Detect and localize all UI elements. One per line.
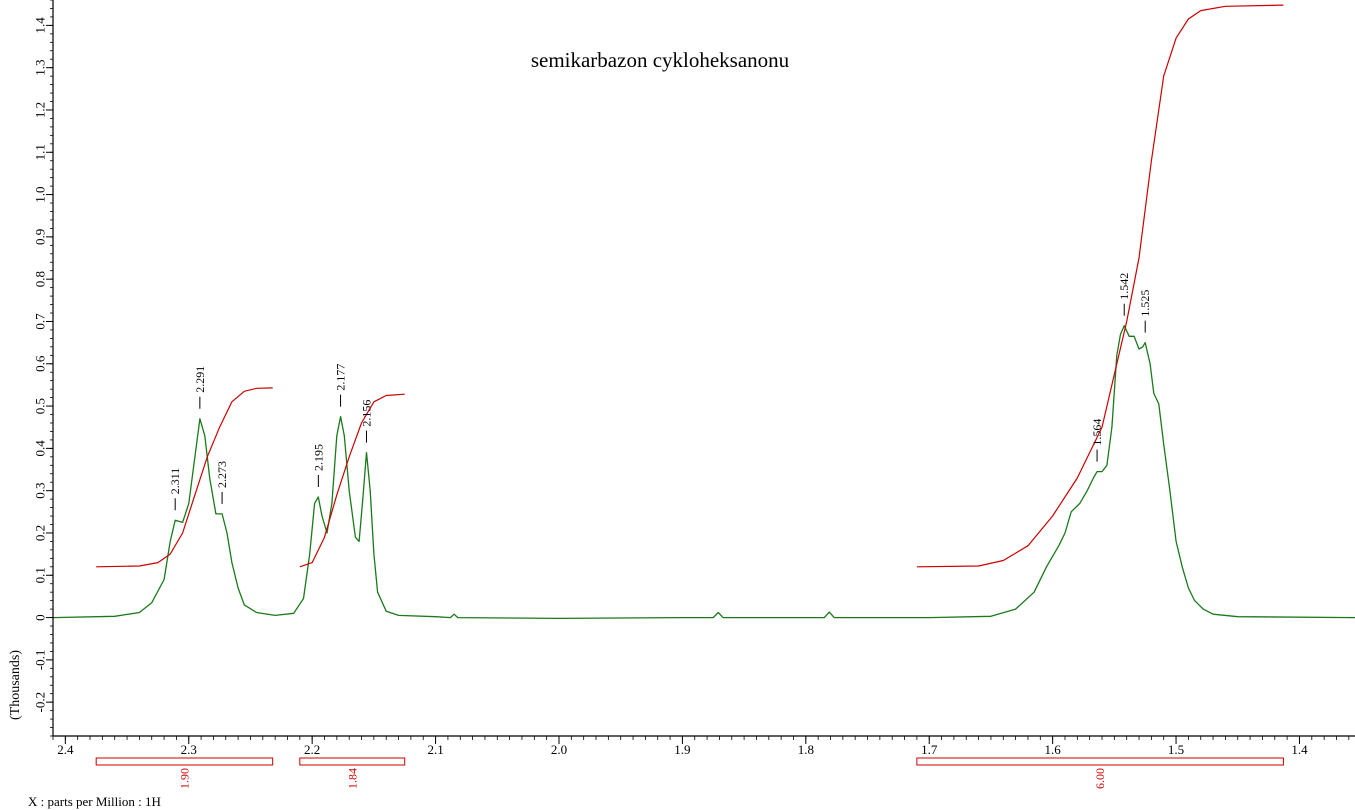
peak-label: 1.525 — [1138, 290, 1152, 333]
y-tick-label: 1.2 — [33, 102, 48, 118]
y-axis: -0.2 -0.1 0 0.1 0.2 0.3 0.4 0.5 0.6 0.7 0.8 0.9 1.0 1… — [33, 0, 54, 737]
peak-label: 2.291 — [193, 366, 207, 409]
y-tick-label: 0.4 — [33, 440, 48, 457]
x-tick-label: 2.1 — [427, 742, 443, 757]
integral-value: 6.00 — [1093, 768, 1107, 789]
y-tick-label: 1.4 — [33, 17, 48, 34]
peak-label: 2.177 — [334, 364, 348, 407]
x-tick-label: 1.9 — [674, 742, 690, 757]
peak-value: 1.564 — [1090, 419, 1104, 446]
y-tick-label: 0.1 — [33, 567, 48, 583]
integral-value: 1.90 — [177, 768, 191, 789]
y-tick-label: 0.6 — [33, 355, 48, 372]
peak-label: 2.311 — [168, 468, 182, 511]
x-tick-label: 2.3 — [181, 742, 197, 757]
peak-value: 1.525 — [1138, 290, 1152, 317]
peak-label: 1.564 — [1090, 419, 1104, 462]
integral-bracket — [299, 757, 406, 766]
y-tick-label: 0.7 — [33, 313, 48, 330]
curves — [52, 4, 1355, 620]
y-tick-label: 0 — [33, 614, 48, 621]
peak-value: 2.273 — [215, 461, 229, 488]
x-tick-label: 1.5 — [1168, 742, 1184, 757]
spectrum-line — [52, 325, 1355, 620]
integral-bars: 1.90 1.84 6.00 — [95, 757, 1284, 789]
peak-value: 2.156 — [359, 400, 373, 427]
y-tick-label: 1.0 — [33, 186, 48, 202]
x-tick-label: 1.8 — [798, 742, 814, 757]
peak-value: 2.195 — [311, 444, 325, 471]
integral-curve — [299, 393, 405, 568]
integral-value: 1.84 — [345, 768, 359, 789]
integral-curve — [916, 4, 1284, 568]
peak-label: 2.273 — [215, 461, 229, 504]
y-tick-label: 1.1 — [33, 144, 48, 160]
peak-label: 2.156 — [359, 400, 373, 443]
y-tick-label: 0.8 — [33, 271, 48, 287]
peak-value: 1.542 — [1117, 273, 1131, 300]
x-tick-label: 1.4 — [1291, 742, 1308, 757]
peak-value: 2.291 — [193, 366, 207, 393]
integral-bar: 6.00 — [916, 757, 1284, 789]
y-tick-label: 0.3 — [33, 483, 48, 499]
y-tick-label: 1.3 — [33, 60, 48, 76]
y-tick-label: -0.1 — [33, 650, 48, 671]
y-tick-label: 0.9 — [33, 229, 48, 245]
peak-label: 1.542 — [1117, 273, 1131, 316]
peak-value: 2.311 — [168, 468, 182, 495]
x-axis-title: X : parts per Million : 1H — [28, 794, 161, 809]
x-tick-label: 1.6 — [1045, 742, 1062, 757]
peak-labels: 2.311 2.291 2.273 2.195 2.177 2.156 1.564 1.542… — [168, 273, 1152, 511]
integral-bar: 1.90 — [95, 757, 274, 789]
integral-bracket — [95, 757, 274, 766]
chart-title: semikarbazon cykloheksanonu — [531, 48, 790, 72]
integral-bracket — [916, 757, 1284, 766]
x-tick-label: 1.7 — [921, 742, 938, 757]
x-tick-label: 2.0 — [551, 742, 567, 757]
x-tick-label: 2.2 — [304, 742, 320, 757]
integral-bar: 1.84 — [299, 757, 406, 789]
x-tick-label: 2.4 — [57, 742, 74, 757]
integral-curve — [96, 387, 273, 568]
x-axis: 2.4 2.3 2.2 2.1 2.0 1.9 1.8 1.7 1.6 1.5 1.4 — [52, 735, 1355, 757]
y-tick-label: 0.2 — [33, 525, 48, 541]
y-tick-label: -0.2 — [33, 692, 48, 713]
peak-value: 2.177 — [334, 364, 348, 391]
peak-label: 2.195 — [311, 444, 325, 488]
y-tick-label: 0.5 — [33, 398, 48, 414]
y-axis-title: (Thousands) — [8, 650, 23, 720]
